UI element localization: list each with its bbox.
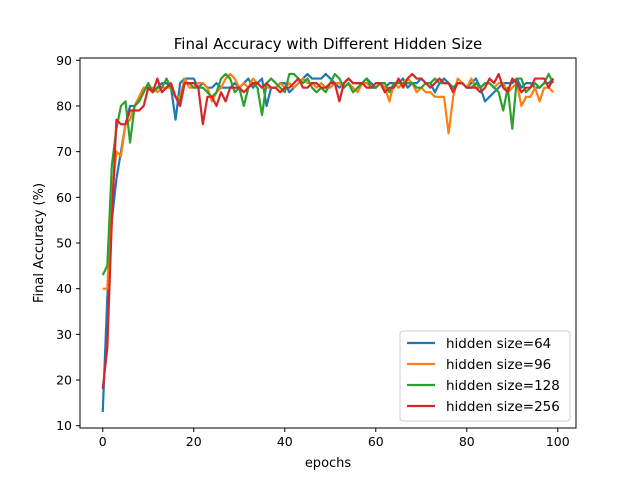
- y-tick-label: 60: [56, 190, 72, 205]
- y-tick-label: 80: [56, 98, 72, 113]
- x-tick-label: 40: [277, 434, 293, 449]
- y-tick-label: 90: [56, 53, 72, 68]
- legend-box: [399, 330, 571, 422]
- legend-label-1: hidden size=96: [446, 357, 551, 373]
- y-axis-label: Final Accuracy (%): [32, 183, 47, 303]
- y-ticks: 10 20 30 40 50 60 70 80 90: [56, 53, 80, 433]
- series-line-3: [101, 72, 555, 390]
- y-tick-label: 30: [56, 327, 72, 342]
- y-tick-label: 70: [56, 144, 72, 159]
- x-tick-label: 80: [459, 434, 475, 449]
- legend: hidden size=64 hidden size=96 hidden size=…: [399, 330, 571, 422]
- legend-label-3: hidden size=256: [446, 399, 560, 415]
- y-tick-label: 50: [56, 236, 72, 251]
- x-tick-label: 20: [186, 434, 202, 449]
- chart-title: Final Accuracy with Different Hidden Siz…: [174, 35, 482, 53]
- series-layer: [101, 72, 555, 413]
- y-tick-label: 40: [56, 281, 72, 296]
- x-ticks: 0 20 40 60 80 100: [99, 428, 570, 449]
- legend-label-0: hidden size=64: [446, 336, 551, 352]
- y-tick-label: 10: [56, 418, 72, 433]
- legend-label-2: hidden size=128: [446, 378, 560, 394]
- x-tick-label: 60: [368, 434, 384, 449]
- x-tick-label: 0: [99, 434, 107, 449]
- x-tick-label: 100: [546, 434, 570, 449]
- y-tick-label: 20: [56, 373, 72, 388]
- x-axis-label: epochs: [305, 456, 352, 471]
